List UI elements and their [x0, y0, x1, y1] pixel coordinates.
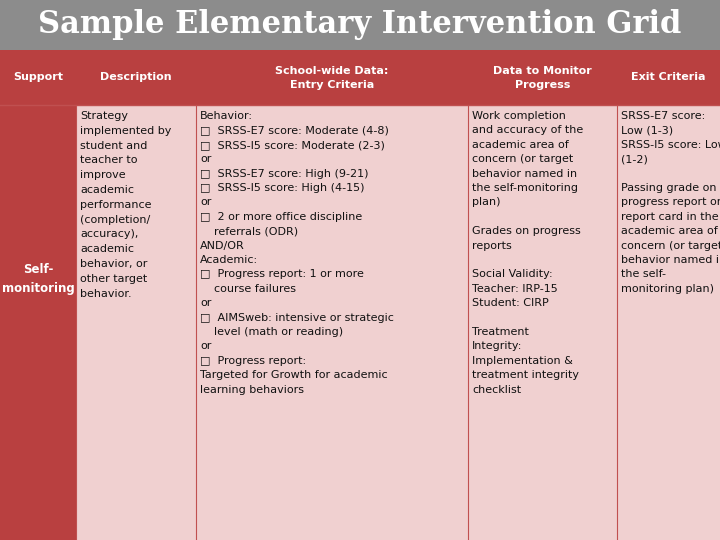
Text: Sample Elementary Intervention Grid: Sample Elementary Intervention Grid — [38, 10, 682, 40]
Text: Behavior:
□  SRSS-E7 score: Moderate (4-8)
□  SRSS-I5 score: Moderate (2-3)
or
□: Behavior: □ SRSS-E7 score: Moderate (4-8… — [200, 111, 394, 395]
Bar — [0, 0, 720, 50]
Text: Support: Support — [13, 72, 63, 83]
Text: Strategy
implemented by
student and
teacher to
improve
academic
performance
(com: Strategy implemented by student and teac… — [80, 111, 171, 299]
Text: Exit Criteria: Exit Criteria — [631, 72, 706, 83]
Bar — [0, 50, 720, 105]
Bar — [0, 105, 76, 540]
Text: Self-
monitoring: Self- monitoring — [1, 263, 74, 295]
Text: Work completion
and accuracy of the
academic area of
concern (or target
behavior: Work completion and accuracy of the acad… — [472, 111, 583, 395]
Text: SRSS-E7 score:
Low (1-3)
SRSS-I5 score: Low
(1-2)

Passing grade on
progress rep: SRSS-E7 score: Low (1-3) SRSS-I5 score: … — [621, 111, 720, 294]
Text: School-wide Data:
Entry Criteria: School-wide Data: Entry Criteria — [275, 65, 389, 90]
Text: Description: Description — [100, 72, 172, 83]
Text: Data to Monitor
Progress: Data to Monitor Progress — [493, 65, 592, 90]
Bar — [0, 105, 720, 540]
